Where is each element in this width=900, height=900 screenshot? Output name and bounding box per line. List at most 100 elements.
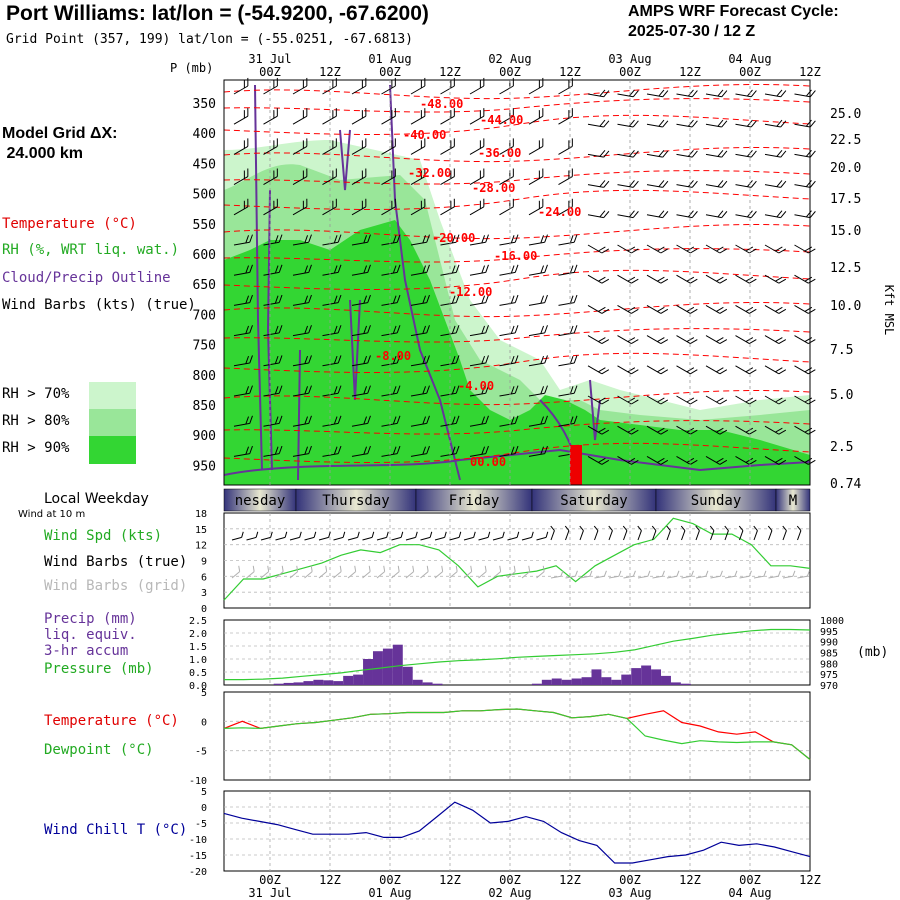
pressure-line — [224, 628, 811, 681]
pressure-tick-650: 650 — [193, 278, 216, 293]
panel-chill-ytick-0: 5 — [201, 787, 207, 798]
temperature-label-5: -28.00 — [472, 181, 515, 195]
weekday-label-2: Friday — [449, 493, 500, 509]
panel-wind-ytick-5: 3 — [201, 588, 207, 599]
precip-bar-45 — [670, 682, 681, 685]
legend-windchill: Wind Chill T (°C) — [44, 822, 188, 838]
dewpoint-line — [223, 708, 811, 760]
legend-wind-speed: Wind Spd (kts) — [44, 528, 163, 544]
top-tick-3: 12Z — [439, 65, 461, 79]
forecast-cycle-value: 2025-07-30 / 12 Z — [628, 23, 756, 40]
pressure-tick-r-985: 985 — [820, 649, 838, 660]
panel-wind-ytick-3: 9 — [201, 557, 207, 568]
precip-bar-31 — [531, 683, 542, 685]
panel-wind-ytick-2: 12 — [195, 541, 207, 552]
temperature-label-1: -44.00 — [480, 113, 523, 127]
top-date-0: 31 Jul — [248, 52, 291, 66]
temperature-contours — [223, 84, 811, 463]
panel-chill-ytick-5: -20 — [189, 867, 207, 878]
top-tick-4: 00Z — [499, 65, 521, 79]
rh90-swatch — [89, 436, 136, 464]
precip-bar-10 — [323, 680, 334, 685]
top-tick-7: 12Z — [679, 65, 701, 79]
legend-rh: RH (%, WRT liq. wat.) — [2, 242, 180, 258]
precip-bar-7 — [293, 682, 304, 685]
legend-rh80: RH > 80% — [2, 413, 70, 429]
pressure-tick-r-995: 995 — [820, 627, 838, 638]
weekday-label-4: Sunday — [691, 493, 742, 509]
model-grid-value: 24.000 km — [2, 145, 83, 162]
bottom-tick-1: 12Z — [319, 873, 341, 887]
legend-wind-barbs-true: Wind Barbs (true) — [44, 554, 188, 570]
precip-bar-42 — [641, 665, 652, 685]
temperature-panel: 5 0 -5 -10 — [189, 688, 811, 787]
legend-pressure: Pressure (mb) — [44, 661, 154, 677]
bottom-date-3: 03 Aug — [608, 886, 651, 900]
bottom-tick-6: 00Z — [619, 873, 641, 887]
precip-bar-37 — [591, 669, 602, 685]
panel-chill-ytick-1: 0 — [201, 803, 207, 814]
top-tick-2: 00Z — [379, 65, 401, 79]
legend-cloud: Cloud/Precip Outline — [2, 270, 171, 286]
precip-bar-40 — [621, 674, 632, 685]
precip-bar-41 — [631, 668, 642, 685]
pressure-unit-label: (mb) — [857, 645, 888, 660]
legend-precip-liq: liq. equiv. — [44, 627, 137, 643]
temperature-label-12: 00.00 — [470, 455, 506, 469]
precip-bar-44 — [661, 675, 671, 685]
precip-bar-34 — [561, 679, 572, 685]
top-tick-9: 12Z — [799, 65, 821, 79]
panel-chill-ytick-2: -5 — [195, 819, 207, 830]
pressure-tick-r-975: 975 — [820, 670, 838, 681]
precip-bar-33 — [551, 678, 562, 685]
panel-wind-ytick-1: 15 — [195, 525, 207, 536]
height-tick-22.5: 22.5 — [830, 133, 861, 148]
panel-wind-ytick-4: 6 — [201, 572, 207, 583]
height-tick-12.5: 12.5 — [830, 261, 861, 276]
weekday-bar: nesday Thursday Friday Saturday Sunday M — [223, 488, 811, 512]
temperature-label-0: -48.00 — [420, 97, 463, 111]
top-date-1: 01 Aug — [368, 52, 411, 66]
legend-rh90: RH > 90% — [2, 440, 70, 456]
legend-temperature: Temperature (°C) — [2, 216, 137, 232]
bottom-tick-4: 00Z — [499, 873, 521, 887]
height-tick-0.74: 0.74 — [830, 477, 861, 492]
top-tick-6: 00Z — [619, 65, 641, 79]
panel-precip-ytick-1: 2.0 — [189, 629, 207, 640]
legend-wind-barbs: Wind Barbs (kts) (true) — [2, 297, 196, 313]
pressure-tick-950: 950 — [193, 459, 216, 474]
panel-precip-ytick-5: 0.0 — [189, 681, 207, 692]
legend-dewpoint: Dewpoint (°C) — [44, 742, 154, 758]
temperature-label-4: -32.00 — [408, 166, 451, 180]
temperature-label-7: -20.00 — [432, 231, 475, 245]
top-tick-1: 12Z — [319, 65, 341, 79]
bottom-tick-0: 00Z — [259, 873, 281, 887]
bottom-tick-2: 00Z — [379, 873, 401, 887]
precip-bar-36 — [581, 677, 592, 685]
legend-rh70: RH > 70% — [2, 386, 70, 402]
panel-precip-ytick-3: 1.0 — [189, 655, 207, 666]
bottom-time-axis: 00Z 12Z 00Z 12Z 00Z 12Z 00Z 12Z 00Z 12Z 31 Jul 01 A… — [248, 873, 821, 900]
panel-chill-ytick-3: -10 — [189, 835, 207, 846]
top-tick-5: 12Z — [559, 65, 581, 79]
pressure-tick-500: 500 — [193, 188, 216, 203]
grid-point-subtitle: Grid Point (357, 199) lat/lon = (-55.025… — [6, 32, 413, 47]
height-tick-17.5: 17.5 — [830, 192, 861, 207]
temperature-label-10: -8.00 — [375, 349, 411, 363]
precip-pressure-panel: 2.5 2.0 1.5 1.0 0.5 0.0 1000995990985980975970… — [189, 616, 888, 692]
pressure-tick-600: 600 — [193, 248, 216, 263]
precip-bar-35 — [571, 678, 582, 685]
precip-bar-11 — [333, 681, 344, 685]
weekday-seg-5 — [775, 488, 811, 512]
precip-bar-46 — [680, 683, 691, 685]
pressure-axis-label: P (mb) — [170, 61, 213, 75]
pressure-tick-r-990: 990 — [820, 638, 838, 649]
pressure-tick-550: 550 — [193, 218, 216, 233]
pressure-tick-450: 450 — [193, 157, 216, 172]
height-axis-label: Kft MSL — [882, 285, 896, 336]
panel-wind-ytick-0: 18 — [195, 509, 207, 520]
windchill-line — [223, 801, 811, 864]
top-tick-0: 00Z — [259, 65, 281, 79]
precip-bar-18 — [402, 666, 413, 685]
weekday-label-1: Thursday — [322, 493, 389, 509]
